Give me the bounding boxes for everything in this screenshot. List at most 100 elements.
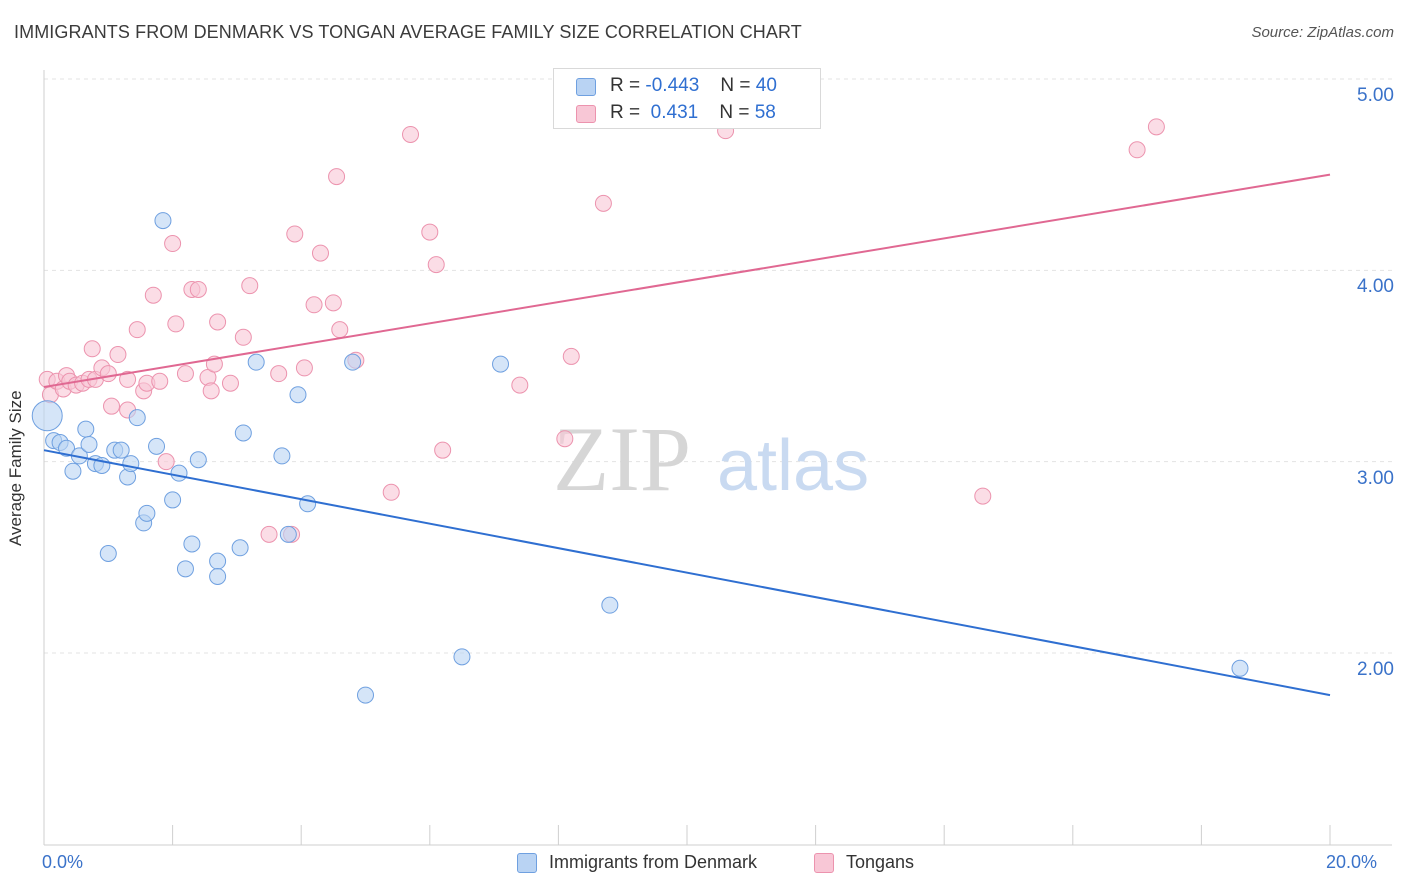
data-point[interactable]	[601, 596, 619, 614]
watermark: ZIP atlas	[553, 408, 869, 510]
data-point[interactable]	[176, 560, 194, 578]
y-tick-label: 3.00	[1357, 467, 1394, 489]
trend-lines	[43, 173, 1331, 697]
data-point[interactable]	[103, 397, 121, 415]
data-point[interactable]	[402, 125, 420, 143]
data-point[interactable]	[138, 504, 156, 522]
n-value: 40	[755, 75, 777, 96]
data-point[interactable]	[311, 244, 329, 262]
data-point[interactable]	[189, 280, 207, 298]
data-point[interactable]	[31, 400, 63, 432]
data-point[interactable]	[128, 409, 146, 427]
data-point[interactable]	[221, 374, 239, 392]
n-label: N =	[720, 75, 751, 96]
data-point[interactable]	[122, 455, 140, 473]
data-point[interactable]	[167, 315, 185, 333]
data-point[interactable]	[157, 453, 175, 471]
data-point[interactable]	[974, 487, 992, 505]
r-value: -0.443	[645, 75, 700, 96]
data-point[interactable]	[112, 441, 130, 459]
data-point[interactable]	[594, 194, 612, 212]
series-tongans	[38, 118, 1165, 543]
data-point[interactable]	[1128, 141, 1146, 159]
grid-lines	[44, 78, 1392, 654]
data-point[interactable]	[183, 535, 201, 553]
data-point[interactable]	[260, 525, 278, 543]
data-point[interactable]	[331, 321, 349, 339]
data-point[interactable]	[170, 464, 188, 482]
data-point[interactable]	[299, 495, 317, 513]
data-point[interactable]	[1147, 118, 1165, 136]
data-point[interactable]	[286, 225, 304, 243]
data-point[interactable]	[324, 294, 342, 312]
r-label: R =	[610, 102, 641, 123]
data-point[interactable]	[99, 545, 117, 563]
data-point[interactable]	[562, 347, 580, 365]
data-point[interactable]	[241, 277, 259, 295]
data-point[interactable]	[234, 424, 252, 442]
axes	[43, 70, 1392, 846]
data-point[interactable]	[305, 296, 323, 314]
data-point[interactable]	[209, 567, 227, 585]
n-value: 58	[754, 102, 776, 123]
source-label: Source: ZipAtlas.com	[1251, 24, 1394, 41]
data-point[interactable]	[511, 376, 529, 394]
data-point[interactable]	[109, 346, 127, 364]
data-point[interactable]	[83, 340, 101, 358]
data-point[interactable]	[119, 370, 137, 388]
x-tick-min: 0.0%	[42, 852, 84, 872]
r-label: R =	[610, 75, 641, 96]
data-point[interactable]	[77, 420, 95, 438]
data-point[interactable]	[144, 286, 162, 304]
data-point[interactable]	[344, 353, 362, 371]
data-point[interactable]	[453, 648, 471, 666]
data-point[interactable]	[99, 365, 117, 383]
data-point[interactable]	[273, 447, 291, 465]
data-point[interactable]	[1231, 659, 1249, 677]
data-point[interactable]	[189, 451, 207, 469]
data-point[interactable]	[80, 435, 98, 453]
data-point[interactable]	[151, 372, 169, 390]
data-point[interactable]	[270, 365, 288, 383]
data-point[interactable]	[289, 386, 307, 404]
trend-line	[43, 173, 1331, 389]
y-tick-label: 2.00	[1357, 659, 1394, 680]
data-point[interactable]	[164, 491, 182, 509]
chart-title: IMMIGRANTS FROM DENMARK VS TONGAN AVERAG…	[14, 22, 802, 42]
data-point[interactable]	[202, 382, 220, 400]
swatch-tongans	[576, 105, 596, 123]
data-point[interactable]	[58, 439, 76, 457]
data-point[interactable]	[209, 313, 227, 331]
trend-line	[43, 449, 1331, 697]
data-point[interactable]	[164, 235, 182, 253]
data-point[interactable]	[231, 539, 249, 557]
data-point[interactable]	[556, 430, 574, 448]
data-point[interactable]	[382, 483, 400, 501]
data-point[interactable]	[421, 223, 439, 241]
legend-label-denmark: Immigrants from Denmark	[549, 852, 758, 872]
r-value: 0.431	[645, 102, 699, 123]
watermark-atlas: atlas	[717, 426, 869, 506]
data-point[interactable]	[295, 359, 313, 377]
watermark-zip: ZIP	[553, 408, 691, 510]
data-point[interactable]	[154, 212, 172, 230]
y-tick-label: 4.00	[1357, 276, 1394, 298]
data-point[interactable]	[434, 441, 452, 459]
data-point[interactable]	[328, 168, 346, 186]
data-point[interactable]	[357, 686, 374, 704]
data-point[interactable]	[279, 525, 297, 543]
data-point[interactable]	[247, 353, 265, 371]
data-point[interactable]	[176, 365, 194, 383]
legend-swatch-tongans	[814, 853, 834, 873]
legend-swatch-denmark	[517, 853, 537, 873]
data-point[interactable]	[64, 462, 82, 480]
legend-label-tongans: Tongans	[846, 852, 915, 872]
data-point[interactable]	[234, 328, 252, 346]
data-point[interactable]	[209, 552, 227, 570]
x-tick-max: 20.0%	[1326, 852, 1378, 872]
data-point[interactable]	[427, 256, 445, 274]
data-point[interactable]	[128, 321, 146, 339]
data-point[interactable]	[492, 355, 510, 373]
data-point[interactable]	[148, 437, 166, 455]
